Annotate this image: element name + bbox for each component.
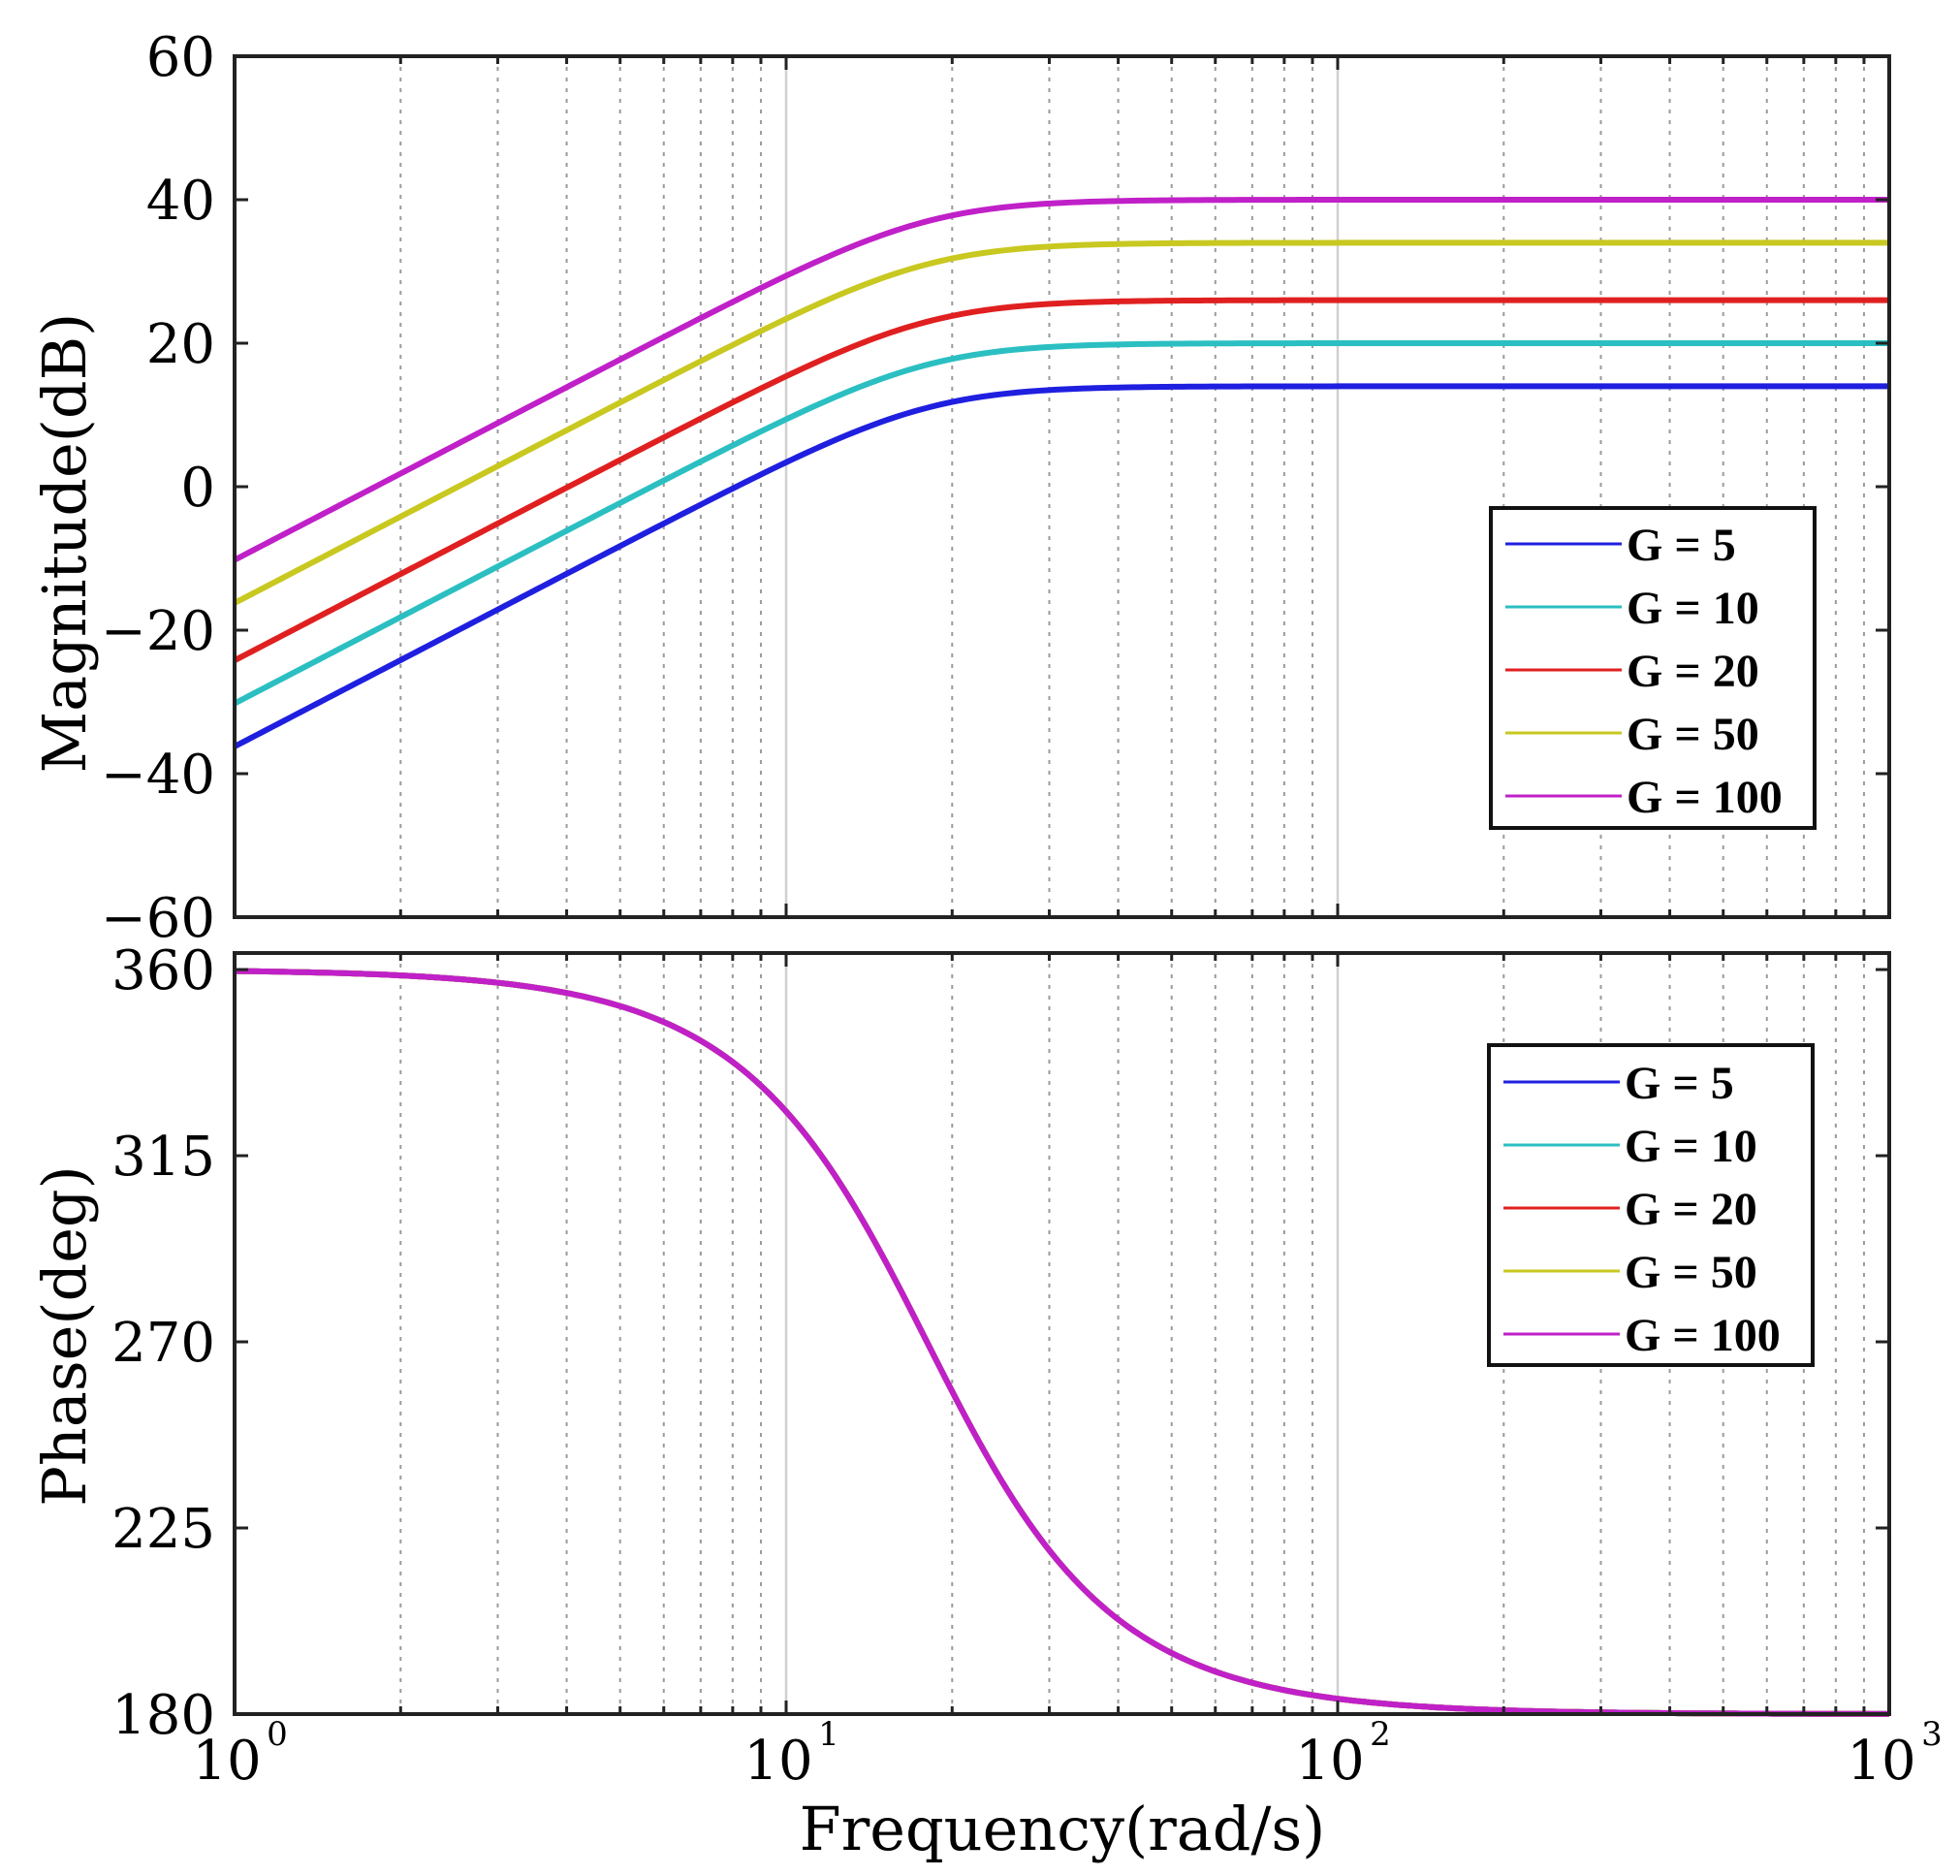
legend-item: G = 10 xyxy=(1503,1121,1757,1172)
y-tick-label: 180 xyxy=(111,1684,215,1747)
legend-item: G = 5 xyxy=(1505,520,1736,571)
phase-grid xyxy=(399,953,1865,1714)
y-tick-label: −40 xyxy=(101,744,215,807)
y-tick-label: 315 xyxy=(111,1126,215,1189)
magnitude-line xyxy=(233,197,1889,563)
legend-item: G = 100 xyxy=(1503,1310,1781,1361)
legend-label: G = 5 xyxy=(1625,1058,1734,1109)
magnitude-line xyxy=(233,297,1889,663)
magnitude-ticks xyxy=(233,54,1889,919)
y-tick-label: 20 xyxy=(146,313,215,376)
y-tick-label: −20 xyxy=(101,600,215,663)
legend-label: G = 10 xyxy=(1627,583,1759,634)
x-tick-base: 10 xyxy=(743,1730,812,1793)
y-tick-label: 270 xyxy=(111,1312,215,1375)
y-tick-label: 360 xyxy=(111,939,215,1002)
legend-item: G = 50 xyxy=(1503,1247,1757,1298)
legend-item: G = 50 xyxy=(1505,709,1759,760)
magnitude-y-axis-label: Magnitude(dB) xyxy=(29,313,100,774)
x-tick-base: 10 xyxy=(192,1730,261,1793)
y-tick-label: −60 xyxy=(101,887,215,950)
x-axis-label: Frequency(rad/s) xyxy=(800,1794,1326,1864)
magnitude-line xyxy=(233,383,1889,749)
phase-ticks xyxy=(233,953,1889,1716)
legend-label: G = 20 xyxy=(1625,1184,1757,1235)
legend-label: G = 20 xyxy=(1627,646,1759,697)
legend-label: G = 100 xyxy=(1625,1310,1781,1361)
y-tick-label: 0 xyxy=(180,457,215,520)
y-tick-label: 40 xyxy=(146,170,215,233)
phase-y-tick-labels: 360 315 270 225 180 xyxy=(111,939,215,1747)
legend-item: G = 20 xyxy=(1503,1184,1757,1235)
magnitude-legend: G = 5 G = 10 G = 20 G = 50 G = 100 xyxy=(1489,506,1817,830)
phase-y-axis-label: Phase(deg) xyxy=(29,1165,100,1507)
x-tick-exponent: 2 xyxy=(1370,1715,1391,1754)
legend-label: G = 50 xyxy=(1625,1247,1757,1298)
x-tick-base: 10 xyxy=(1847,1730,1915,1793)
legend-item: G = 100 xyxy=(1505,772,1783,823)
magnitude-y-tick-labels: 60 40 20 0 −20 −40 −60 xyxy=(101,26,215,950)
phase-legend: G = 5 G = 10 G = 20 G = 50 G = 100 xyxy=(1487,1043,1815,1367)
legend-label: G = 5 xyxy=(1627,520,1736,571)
magnitude-lines xyxy=(233,197,1889,749)
legend-item: G = 20 xyxy=(1505,646,1759,697)
legend-label: G = 100 xyxy=(1627,772,1783,823)
x-tick-exponent: 1 xyxy=(818,1715,839,1754)
x-tick-label: 10 0 xyxy=(192,1715,287,1793)
legend-item: G = 10 xyxy=(1505,583,1759,634)
x-tick-label: 10 3 xyxy=(1847,1715,1942,1793)
legend-label: G = 10 xyxy=(1625,1121,1757,1172)
x-tick-label: 10 1 xyxy=(743,1715,838,1793)
x-tick-base: 10 xyxy=(1295,1730,1364,1793)
magnitude-line xyxy=(233,340,1889,707)
magnitude-line xyxy=(233,239,1889,606)
legend-label: G = 50 xyxy=(1627,709,1759,760)
x-tick-exponent: 0 xyxy=(267,1715,288,1754)
y-tick-label: 225 xyxy=(111,1498,215,1561)
y-tick-label: 60 xyxy=(146,26,215,89)
x-tick-exponent: 3 xyxy=(1921,1715,1943,1754)
legend-item: G = 5 xyxy=(1503,1058,1734,1109)
x-tick-labels: 10 0 10 1 10 2 10 3 xyxy=(192,1715,1942,1793)
x-tick-label: 10 2 xyxy=(1295,1715,1390,1793)
